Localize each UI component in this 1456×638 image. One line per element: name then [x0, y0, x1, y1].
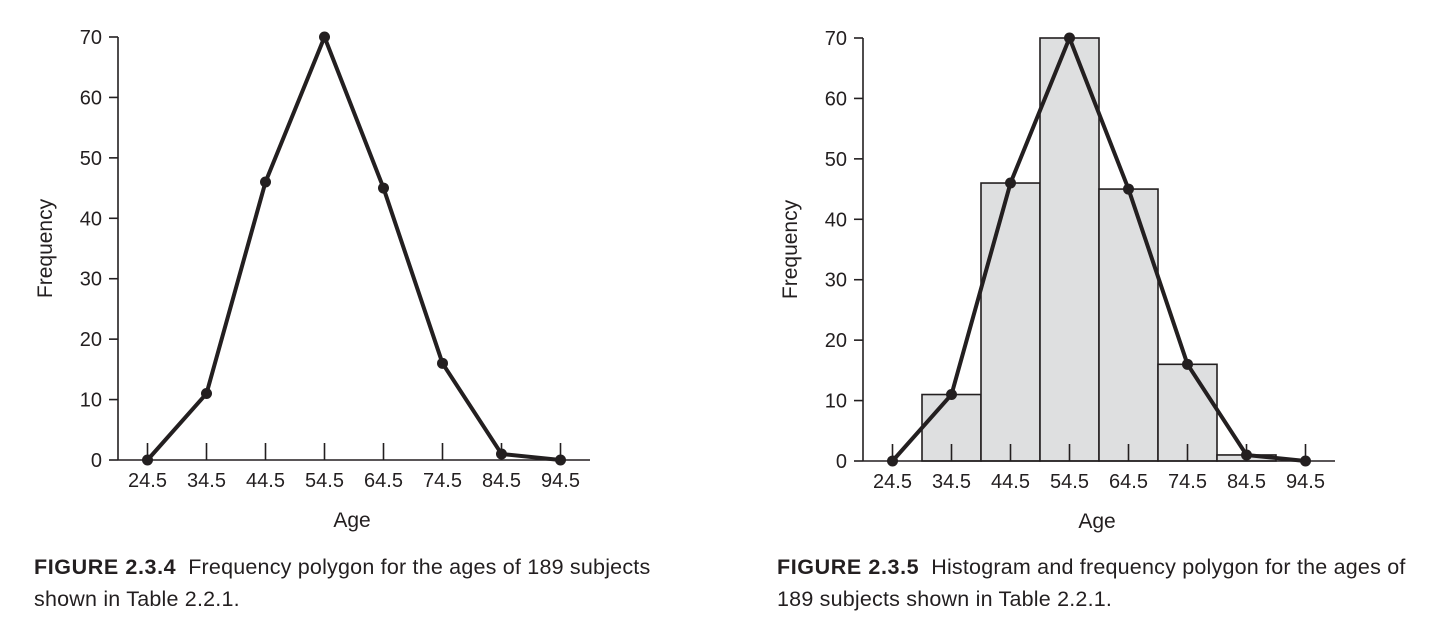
x-tick-label: 54.5 — [305, 470, 344, 492]
y-axis-title: Frequency — [779, 199, 802, 299]
y-tick-label: 0 — [91, 450, 102, 472]
figure-label: FIGURE 2.3.4 — [34, 555, 177, 579]
data-point — [555, 454, 566, 466]
data-point — [1123, 183, 1134, 195]
y-tick-label: 50 — [80, 148, 102, 170]
x-tick-label: 24.5 — [128, 470, 167, 492]
data-point — [1300, 455, 1311, 467]
y-tick-label: 0 — [836, 451, 847, 473]
y-tick-label: 20 — [80, 329, 102, 351]
data-point — [260, 176, 271, 188]
polygon-line — [146, 35, 561, 462]
data-point — [1005, 177, 1016, 189]
histogram-polygon-chart: 0 10 20 30 40 50 60 70 24.5 34.5 44.5 54.5 64.5 74.5 8… — [779, 28, 1335, 533]
data-point — [1241, 449, 1252, 461]
x-tick-label: 34.5 — [932, 471, 971, 493]
histogram-bar — [1098, 188, 1159, 462]
y-tick-label: 70 — [80, 27, 102, 49]
y-tick-label: 10 — [80, 390, 102, 412]
x-axis-title: Age — [1078, 510, 1115, 533]
x-tick-label: 94.5 — [541, 470, 580, 492]
y-tick-label: 40 — [825, 209, 847, 231]
y-tick-label: 20 — [825, 330, 847, 352]
figure-caption-2-3-5: FIGURE 2.3.5 Histogram and frequency poly… — [777, 551, 1437, 615]
y-tick-label: 50 — [825, 149, 847, 171]
data-point — [946, 389, 957, 401]
data-point — [319, 31, 330, 43]
x-tick-label: 84.5 — [482, 470, 521, 492]
x-tick-label: 64.5 — [364, 470, 403, 492]
x-tick-label: 94.5 — [1286, 471, 1325, 493]
y-tick-label: 60 — [80, 87, 102, 109]
data-point — [378, 182, 389, 194]
frequency-polygon-chart: 0 10 20 30 40 50 60 70 24.5 34.5 44.5 54.5 64.5 74.5 8… — [34, 27, 590, 532]
figure-caption-2-3-4: FIGURE 2.3.4 Frequency polygon for the ag… — [34, 551, 694, 615]
histogram-bar — [1039, 37, 1100, 462]
y-tick-label: 60 — [825, 88, 847, 110]
figure-label: FIGURE 2.3.5 — [777, 555, 920, 579]
polygon-line — [891, 36, 1306, 463]
x-tick-label: 24.5 — [873, 471, 912, 493]
x-axis-title: Age — [333, 509, 370, 532]
y-tick-label: 30 — [825, 270, 847, 292]
data-point — [201, 388, 212, 400]
data-point — [1064, 32, 1075, 44]
data-point — [437, 357, 448, 369]
x-tick-label: 54.5 — [1050, 471, 1089, 493]
x-tick-label: 84.5 — [1227, 471, 1266, 493]
y-tick-label: 30 — [80, 269, 102, 291]
caption-text: Frequency polygon for the ages of 189 su… — [34, 555, 651, 611]
data-point — [142, 454, 153, 466]
x-tick-label: 34.5 — [187, 470, 226, 492]
data-point — [496, 448, 507, 460]
y-tick-label: 10 — [825, 391, 847, 413]
x-tick-label: 64.5 — [1109, 471, 1148, 493]
histogram-bar — [980, 182, 1041, 462]
y-tick-label: 70 — [825, 28, 847, 50]
x-tick-label: 74.5 — [423, 470, 462, 492]
x-tick-label: 74.5 — [1168, 471, 1207, 493]
x-tick-label: 44.5 — [246, 470, 285, 492]
data-point — [887, 455, 898, 467]
figure-charts: 0 10 20 30 40 50 60 70 24.5 34.5 44.5 54.5 64.5 74.5 8… — [34, 27, 1335, 533]
x-tick-label: 44.5 — [991, 471, 1030, 493]
y-tick-label: 40 — [80, 208, 102, 230]
caption-text: Histogram and frequency polygon for the … — [777, 555, 1406, 611]
data-point — [1182, 358, 1193, 370]
y-axis-title: Frequency — [34, 198, 57, 298]
